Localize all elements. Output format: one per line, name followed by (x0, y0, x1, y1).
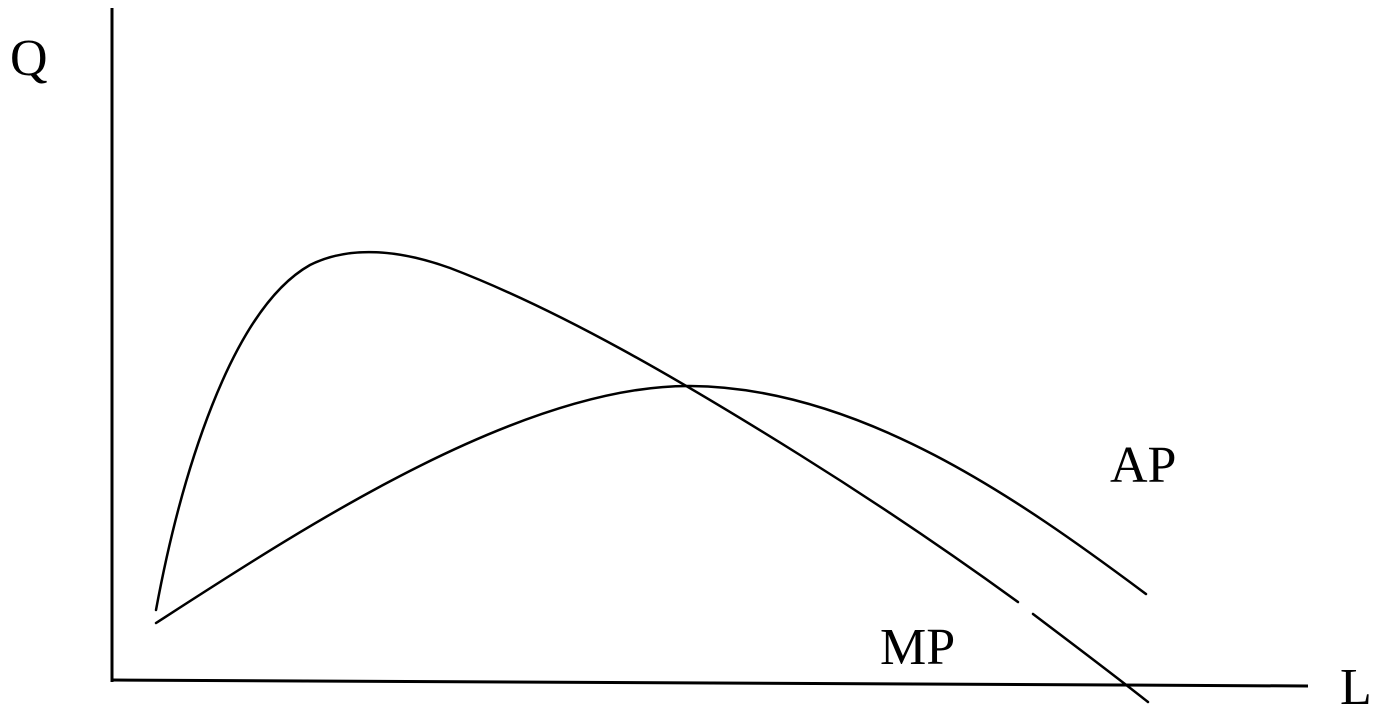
x-axis (111, 678, 1309, 688)
ap-curve (154, 384, 1148, 625)
ap-label: AP (1110, 437, 1176, 494)
mp-curve-tail (1031, 612, 1150, 704)
mp-curve (154, 250, 1020, 612)
y-axis-label: Q (10, 30, 48, 87)
mp-label: MP (880, 619, 955, 676)
x-axis-label: L (1340, 659, 1372, 707)
